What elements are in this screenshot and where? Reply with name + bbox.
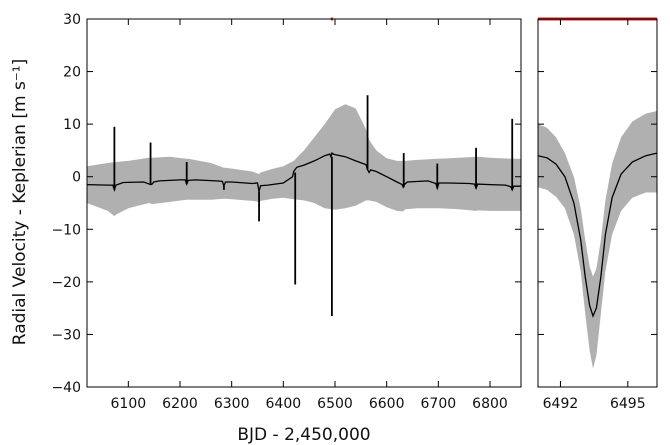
zoom-model-line [538, 152, 657, 318]
zoom-uncertainty-band [538, 111, 657, 369]
main-x-tick-label-1: 6200 [162, 396, 198, 412]
y-tick-label-2: 10 [63, 117, 81, 133]
main-x-tick-label-3: 6400 [266, 396, 302, 412]
main-plot-area [87, 95, 521, 317]
y-tick-label-3: 0 [72, 170, 81, 186]
zoom-plot-area [538, 111, 657, 369]
x-axis-label: BJD - 2,450,000 [237, 425, 370, 445]
main-panel: 6100 6200 6300 6400 6500 6600 6700 6800 30 20 10 0 −… [51, 12, 522, 412]
main-frame [86, 18, 522, 388]
y-tick-label-6: −30 [51, 327, 81, 343]
zoom-x-tick-label-1: 6495 [610, 396, 646, 412]
main-x-tick-label-4: 6500 [317, 396, 353, 412]
y-tick-label-5: −20 [51, 275, 81, 291]
zoom-frame [537, 18, 658, 388]
main-model-line [87, 152, 521, 193]
main-x-tick-label-7: 6800 [472, 396, 508, 412]
y-tick-label-0: 30 [63, 12, 81, 28]
zoom-panel: 6492 6495 [537, 17, 658, 412]
y-tick-label-4: −10 [51, 222, 81, 238]
main-x-tick-label-0: 6100 [111, 396, 147, 412]
y-axis-label: Radial Velocity - Keplerian [m s⁻¹] [10, 59, 30, 345]
main-x-tick-label-6: 6700 [421, 396, 457, 412]
y-tick-label-1: 20 [63, 65, 81, 81]
main-uncertainty-band [87, 104, 521, 217]
y-tick-label-7: −40 [51, 380, 81, 396]
main-x-tick-label-2: 6300 [214, 396, 250, 412]
main-x-tick-label-5: 6600 [369, 396, 405, 412]
zoom-x-tick-label-0: 6492 [543, 396, 579, 412]
